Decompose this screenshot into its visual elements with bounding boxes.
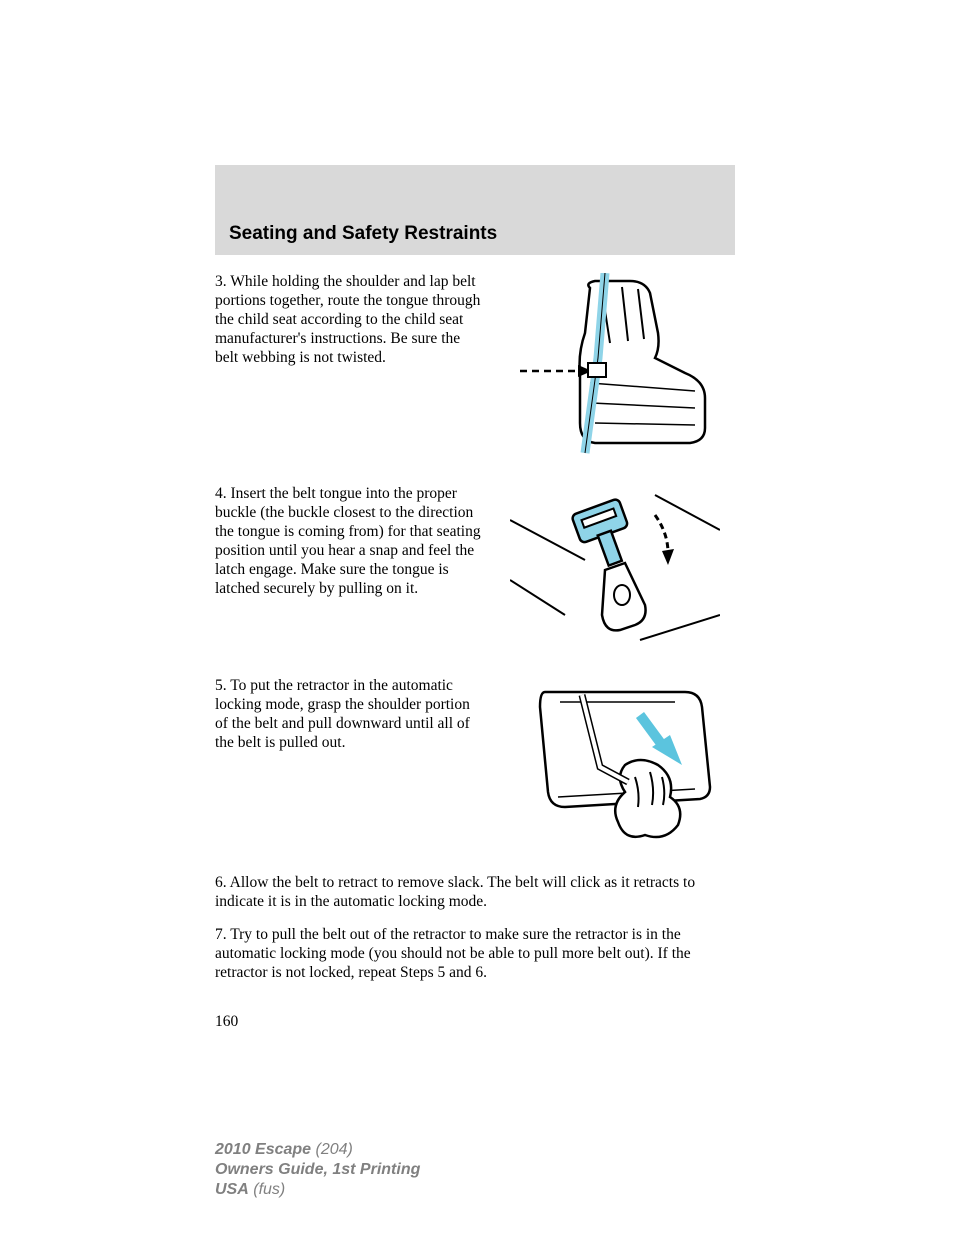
step-5-block: 5. To put the retractor in the automatic… (215, 677, 735, 852)
section-title: Seating and Safety Restraints (229, 223, 497, 245)
retractor-pull-illustration-icon (510, 677, 720, 852)
section-header-band: Seating and Safety Restraints (215, 165, 735, 255)
step-5-text: 5. To put the retractor in the automatic… (215, 677, 495, 753)
child-seat-illustration-icon (510, 273, 720, 463)
footer-line-2: Owners Guide, 1st Printing (215, 1160, 420, 1180)
page-footer: 2010 Escape (204) Owners Guide, 1st Prin… (215, 1140, 420, 1200)
footer-model-code: (204) (316, 1141, 353, 1158)
step-4-block: 4. Insert the belt tongue into the prope… (215, 485, 735, 655)
footer-country-code: (fus) (253, 1181, 285, 1198)
footer-model: 2010 Escape (215, 1141, 311, 1158)
footer-line-1: 2010 Escape (204) (215, 1140, 420, 1160)
footer-country: USA (215, 1181, 249, 1198)
step-4-figure (495, 485, 735, 655)
step-3-block: 3. While holding the shoulder and lap be… (215, 273, 735, 463)
step-4-text: 4. Insert the belt tongue into the prope… (215, 485, 495, 598)
step-3-figure (495, 273, 735, 463)
step-6-text: 6. Allow the belt to retract to remove s… (215, 874, 735, 912)
buckle-illustration-icon (510, 485, 720, 655)
footer-line-3: USA (fus) (215, 1180, 420, 1200)
step-3-text: 3. While holding the shoulder and lap be… (215, 273, 495, 368)
manual-page: Seating and Safety Restraints 3. While h… (215, 165, 735, 1031)
step-7-text: 7. Try to pull the belt out of the retra… (215, 926, 735, 983)
page-number: 160 (215, 1013, 735, 1031)
page-content: 3. While holding the shoulder and lap be… (215, 255, 735, 1031)
step-5-figure (495, 677, 735, 852)
